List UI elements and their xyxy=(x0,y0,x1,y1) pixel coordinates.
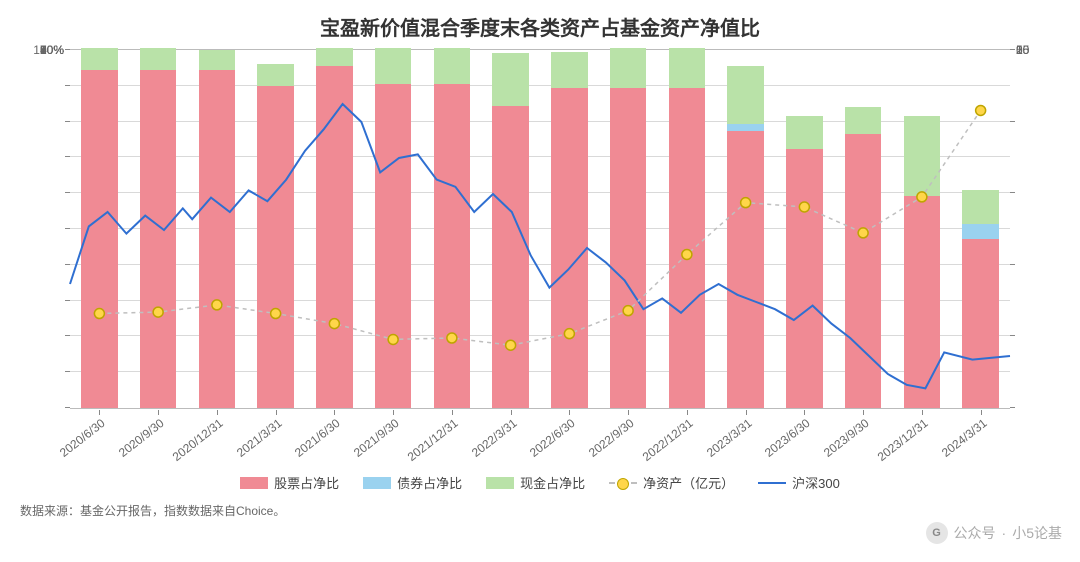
legend-marker-icon xyxy=(617,478,629,490)
x-axis-label: 2023/9/30 xyxy=(821,416,872,460)
net-assets-marker xyxy=(858,228,868,238)
chart-title: 宝盈新价值混合季度末各类资产占基金资产净值比 xyxy=(20,12,1060,41)
watermark-sep: · xyxy=(1002,525,1007,541)
legend: 股票占净比 债券占净比 现金占净比 净资产（亿元） 沪深300 xyxy=(70,473,1010,492)
net-assets-marker xyxy=(741,198,751,208)
watermark: G 公众号 · 小5论基 xyxy=(926,522,1062,544)
x-axis-label: 2021/6/30 xyxy=(292,416,343,460)
net-assets-layer xyxy=(70,50,1010,410)
x-axis-label: 2023/3/31 xyxy=(704,416,755,460)
net-assets-marker xyxy=(976,105,986,115)
legend-item: 净资产（亿元） xyxy=(609,473,734,492)
watermark-prefix: 公众号 xyxy=(954,523,996,543)
x-axis-label: 2022/6/30 xyxy=(527,416,578,460)
legend-swatch xyxy=(486,477,514,489)
chart-area: 0%10%20%30%40%50%60%70%80%90%100% 051015… xyxy=(70,49,1010,492)
x-axis-label: 2020/6/30 xyxy=(57,416,108,460)
legend-label: 股票占净比 xyxy=(274,473,339,492)
net-assets-marker xyxy=(447,333,457,343)
net-assets-marker xyxy=(564,329,574,339)
x-axis-label: 2023/12/31 xyxy=(875,416,931,464)
x-axis-label: 2021/9/30 xyxy=(351,416,402,460)
legend-label: 现金占净比 xyxy=(520,473,585,492)
net-assets-marker xyxy=(271,309,281,319)
legend-dash-marker xyxy=(609,482,637,484)
net-assets-line xyxy=(99,111,980,346)
legend-item: 股票占净比 xyxy=(240,473,339,492)
legend-line xyxy=(758,482,786,484)
x-axis-label: 2022/12/31 xyxy=(640,416,696,464)
legend-item: 沪深300 xyxy=(758,473,840,492)
x-axis-label: 2020/12/31 xyxy=(170,416,226,464)
chart-container: 宝盈新价值混合季度末各类资产占基金资产净值比 0%10%20%30%40%50%… xyxy=(0,0,1080,562)
net-assets-marker xyxy=(506,340,516,350)
net-assets-marker xyxy=(799,202,809,212)
legend-label: 净资产（亿元） xyxy=(643,473,734,492)
net-assets-marker xyxy=(212,300,222,310)
legend-label: 债券占净比 xyxy=(397,473,462,492)
net-assets-marker xyxy=(153,307,163,317)
net-assets-marker xyxy=(682,249,692,259)
net-assets-marker xyxy=(94,309,104,319)
wechat-icon: G xyxy=(926,522,948,544)
x-axis-label: 2021/3/31 xyxy=(234,416,285,460)
source-note: 数据来源：基金公开报告，指数数据来自Choice。 xyxy=(20,502,1060,519)
legend-item: 现金占净比 xyxy=(486,473,585,492)
legend-label: 沪深300 xyxy=(792,473,840,492)
x-axis-label: 2020/9/30 xyxy=(116,416,167,460)
watermark-name: 小5论基 xyxy=(1012,523,1062,543)
x-axis-label: 2022/3/31 xyxy=(469,416,520,460)
net-assets-marker xyxy=(623,306,633,316)
net-assets-marker xyxy=(329,319,339,329)
plot-region: 0%10%20%30%40%50%60%70%80%90%100% 051015… xyxy=(70,49,1010,409)
legend-item: 债券占净比 xyxy=(363,473,462,492)
x-axis-label: 2024/3/31 xyxy=(939,416,990,460)
legend-swatch xyxy=(240,477,268,489)
x-axis-label: 2023/6/30 xyxy=(762,416,813,460)
x-axis-label: 2021/12/31 xyxy=(405,416,461,464)
net-assets-marker xyxy=(917,192,927,202)
net-assets-marker xyxy=(388,334,398,344)
x-axis-label: 2022/9/30 xyxy=(586,416,637,460)
legend-swatch xyxy=(363,477,391,489)
